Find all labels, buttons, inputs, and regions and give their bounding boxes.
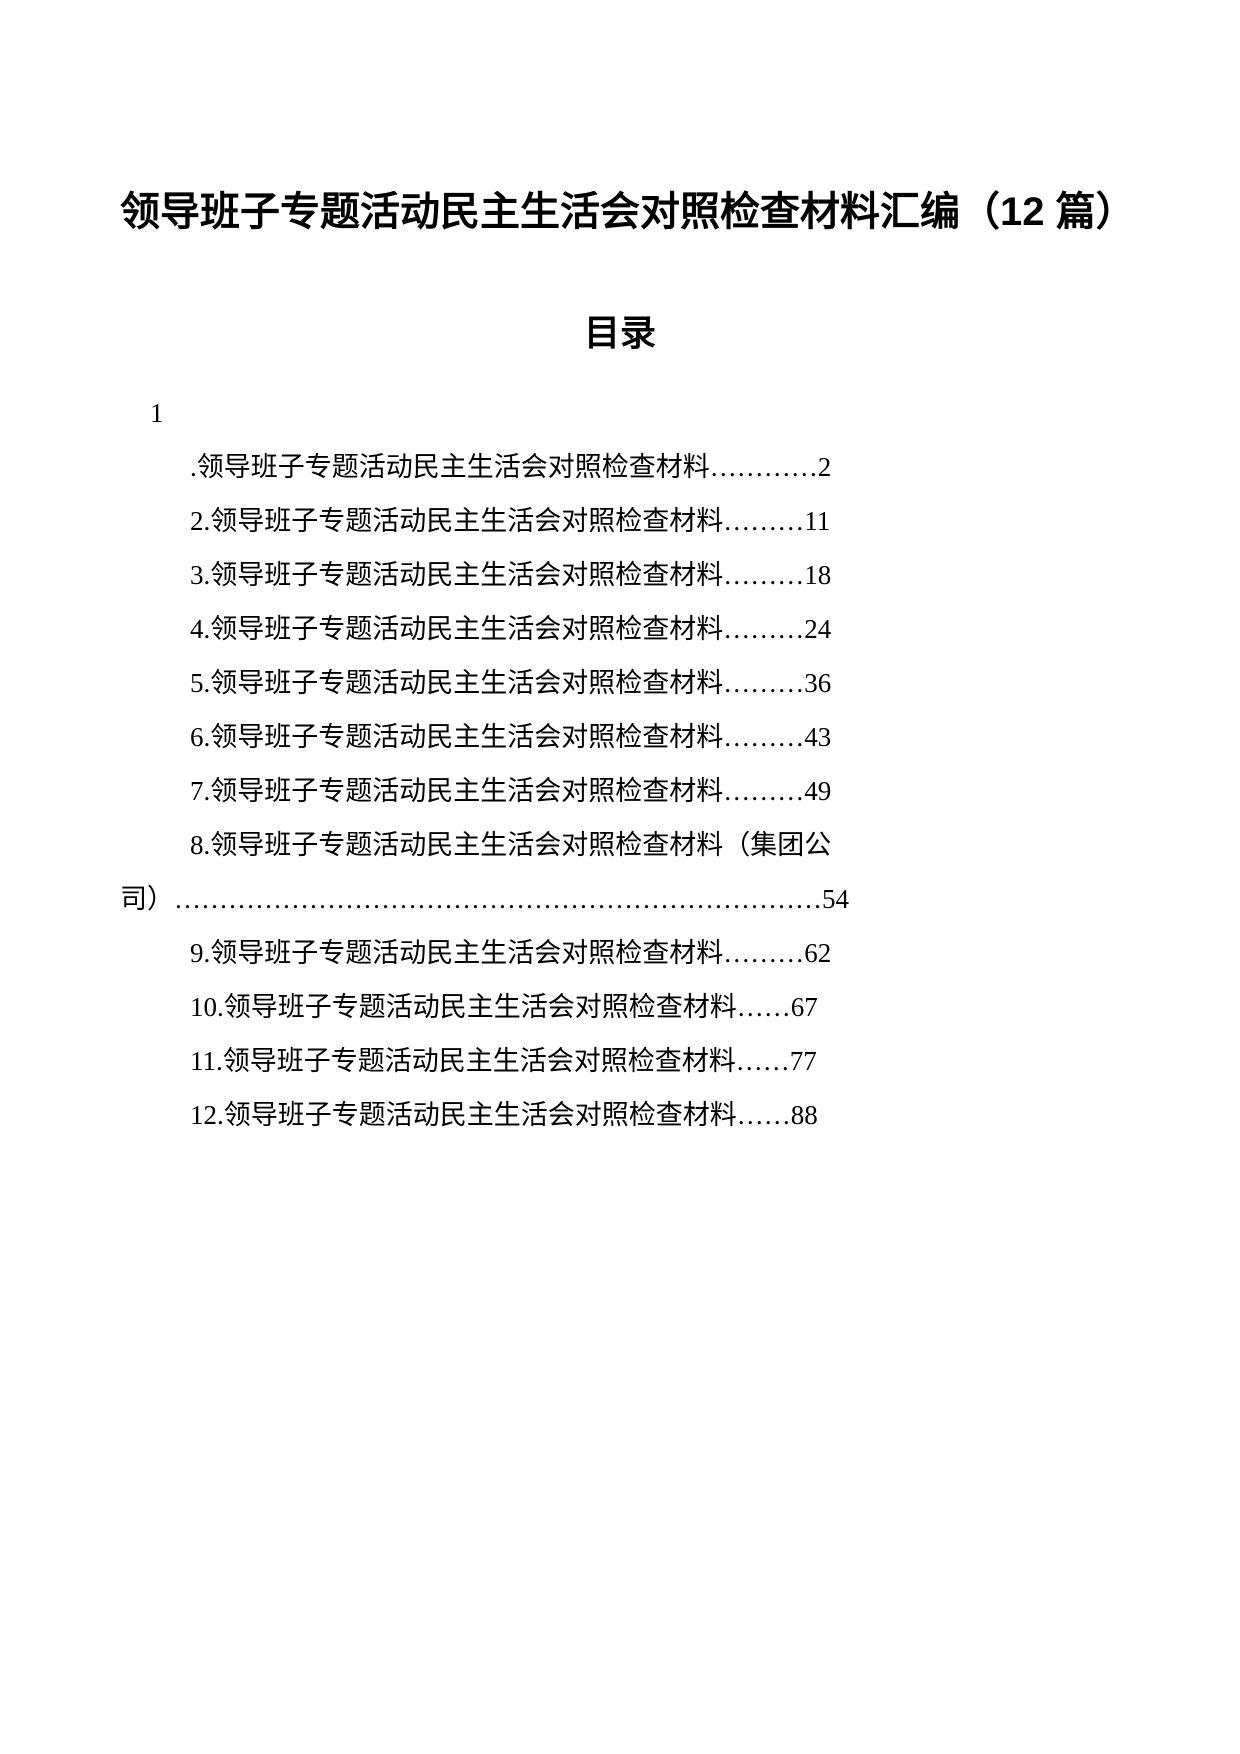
toc-standalone-number: 1 xyxy=(120,386,1120,440)
toc-entry: 9.领导班子专题活动民主生活会对照检查材料………62 xyxy=(120,926,1120,980)
table-of-contents: 1 .领导班子专题活动民主生活会对照检查材料…………22.领导班子专题活动民主生… xyxy=(120,386,1120,1142)
toc-entry: .领导班子专题活动民主生活会对照检查材料…………2 xyxy=(120,440,1120,494)
toc-entry: 6.领导班子专题活动民主生活会对照检查材料………43 xyxy=(120,710,1120,764)
toc-entry: 2.领导班子专题活动民主生活会对照检查材料………11 xyxy=(120,494,1120,548)
toc-entry: 5.领导班子专题活动民主生活会对照检查材料………36 xyxy=(120,656,1120,710)
toc-entry: 3.领导班子专题活动民主生活会对照检查材料………18 xyxy=(120,548,1120,602)
toc-entry: 司）………………………………………………………………54 xyxy=(120,872,1120,926)
toc-entry: 12.领导班子专题活动民主生活会对照检查材料……88 xyxy=(120,1088,1120,1142)
toc-entry: 4.领导班子专题活动民主生活会对照检查材料………24 xyxy=(120,602,1120,656)
toc-entry: 10.领导班子专题活动民主生活会对照检查材料……67 xyxy=(120,980,1120,1034)
toc-entry: 8.领导班子专题活动民主生活会对照检查材料（集团公 xyxy=(120,818,1120,872)
toc-entry: 11.领导班子专题活动民主生活会对照检查材料……77 xyxy=(120,1034,1120,1088)
toc-entry: 7.领导班子专题活动民主生活会对照检查材料………49 xyxy=(120,764,1120,818)
document-title: 领导班子专题活动民主生活会对照检查材料汇编（12 篇） xyxy=(120,180,1120,244)
toc-heading: 目录 xyxy=(120,304,1120,356)
